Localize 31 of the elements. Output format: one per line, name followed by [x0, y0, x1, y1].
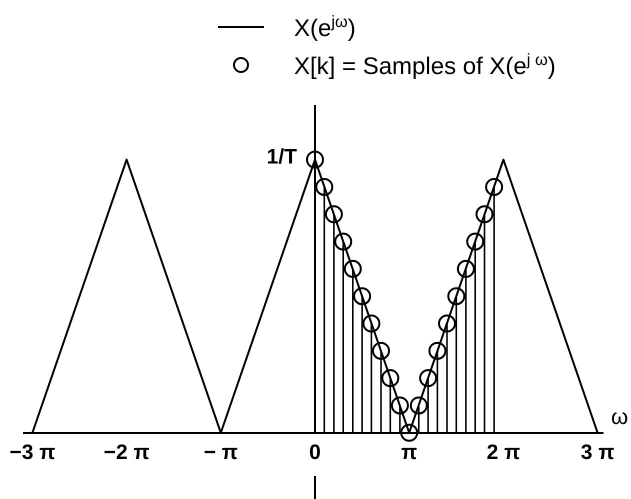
x-tick-label: −2 π	[104, 441, 150, 464]
point	[466, 232, 484, 251]
point	[372, 342, 390, 360]
point	[344, 260, 362, 278]
legend-label: X[k] = Samples of X(e$^{j ω}$)	[294, 50, 556, 80]
x-tick-label: −3 π	[9, 441, 56, 464]
point	[400, 424, 418, 442]
point	[381, 369, 400, 388]
point	[362, 314, 380, 333]
point	[485, 178, 504, 196]
point	[334, 232, 352, 251]
point	[353, 287, 372, 306]
point	[324, 205, 343, 224]
point	[447, 287, 466, 306]
point	[410, 396, 428, 414]
point	[306, 150, 324, 169]
legend-label: X(e$^{jω}$)	[294, 12, 356, 42]
point	[428, 342, 446, 360]
x-tick-label: 2 π	[486, 441, 520, 464]
annotation: 1/T	[266, 145, 298, 168]
point	[476, 205, 494, 224]
point	[456, 260, 475, 278]
point	[315, 178, 334, 196]
point	[419, 369, 438, 388]
x-axis-title: ω	[611, 404, 628, 429]
point	[390, 396, 409, 414]
x-tick-label: 3 π	[580, 441, 614, 464]
x-tick-label: π	[401, 441, 418, 464]
x-tick-label: 0	[309, 441, 321, 464]
x-tick-label: − π	[204, 441, 238, 464]
point	[438, 314, 456, 333]
